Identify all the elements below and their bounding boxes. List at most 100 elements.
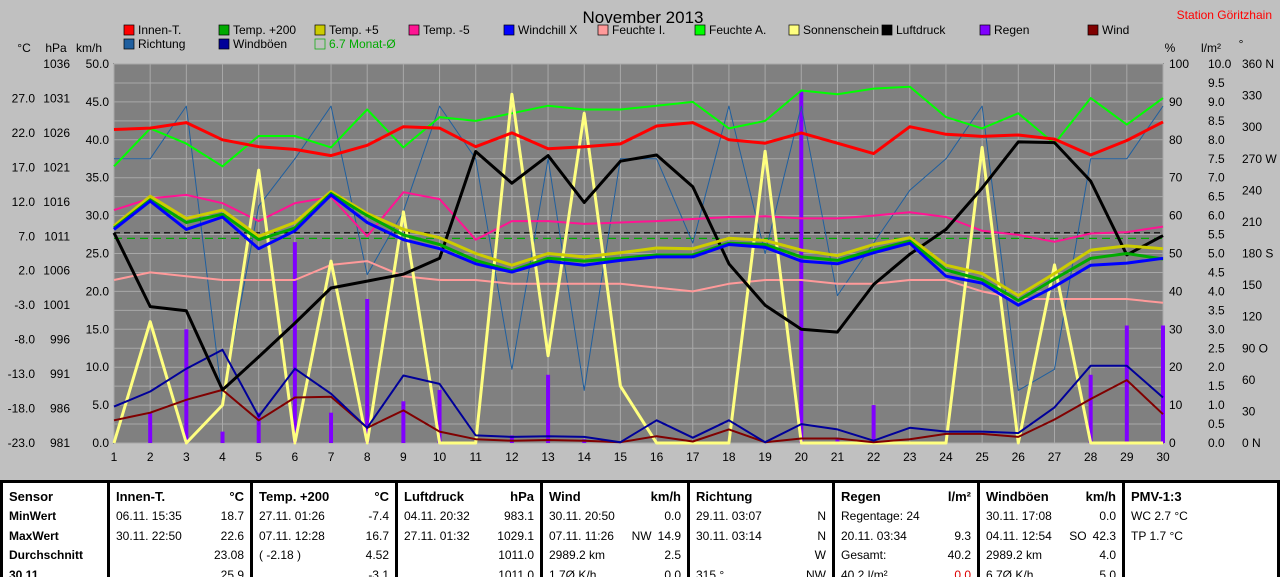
stats-cell-left: 30.11. 22:50 [116, 529, 182, 549]
stats-cell-mid [301, 548, 366, 568]
stats-cell-value [1249, 529, 1271, 549]
stats-cell-value: 42.3 [1093, 529, 1116, 549]
rain-bar [401, 401, 405, 443]
tick-label-day: 29 [1120, 450, 1134, 464]
tick-label-day: 27 [1048, 450, 1062, 464]
tick-label-rain: 9.5 [1208, 76, 1225, 90]
tick-label-day: 22 [867, 450, 881, 464]
tick-label-direction: 0 N [1242, 436, 1261, 450]
tick-label-hpa: 986 [50, 402, 70, 416]
stats-cell-value: 1029.1 [497, 529, 534, 549]
tick-label-rain: 4.0 [1208, 284, 1225, 298]
stats-cell-mid [470, 509, 504, 529]
tick-label-day: 6 [292, 450, 299, 464]
stats-row-label: MaxWert [9, 529, 101, 549]
tick-label-direction: 60 [1242, 373, 1256, 387]
tick-label-rain: 0.5 [1208, 417, 1225, 431]
stats-cell-row: TP 1.7 °C [1131, 529, 1271, 549]
tick-label-rain: 3.0 [1208, 322, 1225, 336]
tick-label-percent: 100 [1169, 57, 1189, 71]
tick-label-day: 8 [364, 450, 371, 464]
stats-cell-left: 2989.2 km [986, 548, 1042, 568]
tick-label-celsius: -8.0 [14, 333, 35, 347]
legend-swatch [789, 25, 799, 35]
stats-cell-mid [1188, 509, 1249, 529]
rain-bar [184, 329, 188, 443]
stats-cell-mid [1131, 548, 1249, 568]
rain-bar [365, 299, 369, 443]
legend-swatch [598, 25, 608, 35]
tick-label-day: 9 [400, 450, 407, 464]
axis-label-percent: % [1165, 41, 1176, 55]
tick-label-day: 25 [975, 450, 989, 464]
stats-cell-mid [259, 568, 367, 577]
tick-label-day: 23 [903, 450, 917, 464]
tick-label-rain: 4.5 [1208, 265, 1225, 279]
stats-cell-mid [325, 509, 367, 529]
tick-label-day: 20 [795, 450, 809, 464]
tick-label-rain: 7.5 [1208, 152, 1225, 166]
stats-cell-value: 4.52 [366, 548, 389, 568]
tick-label-kmh: 40.0 [86, 133, 110, 147]
stats-cell-row: 1011.0 [404, 548, 534, 568]
tick-label-rain: 7.0 [1208, 171, 1225, 185]
tick-label-day: 26 [1012, 450, 1026, 464]
tick-label-kmh: 30.0 [86, 209, 110, 223]
tick-label-hpa: 1021 [43, 160, 70, 174]
stats-cell-left: 2989.2 km [549, 548, 605, 568]
tick-label-percent: 50 [1169, 247, 1183, 261]
stats-cell-left: WC 2.7 °C [1131, 509, 1188, 529]
legend-label: Temp. +200 [233, 23, 296, 37]
stats-cell-row: 23.08 [116, 548, 244, 568]
stats-cell-mid [920, 509, 949, 529]
stats-panel-unit: °C [229, 489, 244, 509]
tick-label-kmh: 0.0 [92, 436, 109, 450]
legend-swatch [980, 25, 990, 35]
tick-label-percent: 10 [1169, 398, 1183, 412]
tick-label-day: 2 [147, 450, 154, 464]
stats-panel-header: Richtung [696, 489, 826, 509]
stats-cell-value [1249, 548, 1271, 568]
stats-cell-row [1131, 568, 1271, 577]
legend-label: Feuchte A. [709, 23, 766, 37]
tick-label-direction: 240 [1242, 183, 1262, 197]
tick-label-hpa: 1006 [43, 264, 70, 278]
stats-cell-mid [596, 568, 659, 577]
tick-label-day: 1 [111, 450, 118, 464]
stats-cell-left: TP 1.7 °C [1131, 529, 1183, 549]
legend-swatch [504, 25, 514, 35]
stats-cell-mid: SO [1052, 529, 1093, 549]
stats-panel-unit: hPa [510, 489, 534, 509]
stats-cell-value: 18.7 [221, 509, 244, 529]
stats-cell-left: 07.11. 11:26 [549, 529, 614, 549]
stats-cell-value: 14.9 [658, 529, 681, 549]
tick-label-day: 13 [541, 450, 555, 464]
stats-cell-row: 27.11. 01:26-7.4 [259, 509, 389, 529]
stats-cell-value: -7.4 [367, 509, 389, 529]
stats-cell-left: 30.11. 03:14 [696, 529, 762, 549]
tick-label-celsius: 17.0 [12, 160, 36, 174]
stats-cell-value: 40.2 [948, 548, 971, 568]
stats-cell-value: 2.5 [659, 548, 681, 568]
stats-cell-value [1249, 568, 1271, 577]
tick-label-rain: 5.5 [1208, 228, 1225, 242]
stats-panel-title: Windböen [986, 489, 1049, 509]
tick-label-day: 19 [758, 450, 772, 464]
stats-cell-row: WC 2.7 °C [1131, 509, 1271, 529]
tick-label-direction: 30 [1242, 404, 1256, 418]
stats-panel-header: PMV-1:3 [1131, 489, 1271, 509]
stats-cell-row: 2989.2 km 2.5 [549, 548, 681, 568]
tick-label-day: 15 [614, 450, 628, 464]
tick-label-rain: 8.0 [1208, 133, 1225, 147]
